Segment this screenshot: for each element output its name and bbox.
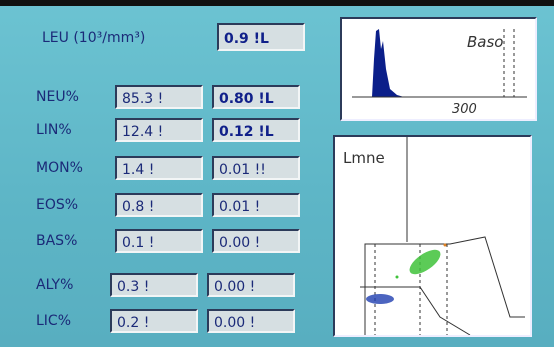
- percent-value: 0.1 !: [115, 229, 203, 253]
- cell-dot: [396, 276, 399, 279]
- histogram-title: Baso: [467, 33, 503, 51]
- absolute-value: 0.00 !: [207, 273, 295, 297]
- scatter-title: Lmne: [343, 149, 385, 167]
- histogram-shape: [372, 29, 404, 97]
- row-label: LIC%: [36, 313, 71, 329]
- percent-value: 85.3 !: [115, 85, 203, 109]
- row-label: EOS%: [36, 197, 78, 213]
- top-bar: [0, 0, 554, 6]
- histogram-panel: Baso 300: [340, 17, 537, 121]
- cell-cluster: [406, 245, 445, 279]
- percent-value: 0.2 !: [110, 309, 198, 333]
- row-label: LIN%: [36, 122, 72, 138]
- absolute-value: 0.80 !L: [212, 85, 300, 109]
- histogram: Baso 300: [342, 19, 535, 119]
- leu-label: LEU (10³/mm³): [42, 30, 145, 46]
- histogram-tick: 300: [452, 102, 477, 117]
- percent-value: 0.3 !: [110, 273, 198, 297]
- row-label: MON%: [36, 160, 83, 176]
- percent-value: 0.8 !: [115, 193, 203, 217]
- percent-value: 12.4 !: [115, 118, 203, 142]
- row-label: NEU%: [36, 89, 79, 105]
- cell-dot: [444, 244, 447, 247]
- leu-value: 0.9 !L: [217, 23, 305, 51]
- absolute-value: 0.00 !: [212, 229, 300, 253]
- scatter-panel: Lmne: [333, 135, 532, 337]
- absolute-value: 0.01 !: [212, 193, 300, 217]
- absolute-value: 0.00 !: [207, 309, 295, 333]
- absolute-value: 0.12 !L: [212, 118, 300, 142]
- cell-cluster: [366, 294, 394, 304]
- row-label: BAS%: [36, 233, 77, 249]
- percent-value: 1.4 !: [115, 156, 203, 180]
- absolute-value: 0.01 !!: [212, 156, 300, 180]
- row-label: ALY%: [36, 277, 73, 293]
- analyzer-screen: LEU (10³/mm³) 0.9 !L NEU% 85.3 ! 0.80 !L LI…: [0, 0, 554, 347]
- scatter: Lmne: [335, 137, 530, 335]
